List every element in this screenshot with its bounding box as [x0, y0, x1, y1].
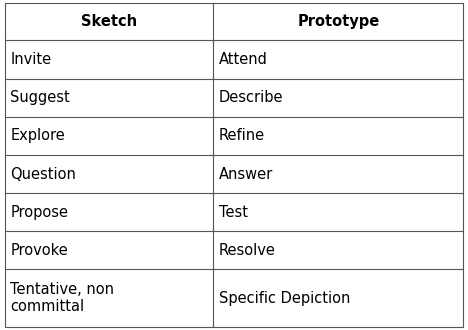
- Text: Resolve: Resolve: [219, 243, 276, 258]
- Text: Suggest: Suggest: [10, 90, 70, 105]
- Text: Describe: Describe: [219, 90, 284, 105]
- Text: Answer: Answer: [219, 167, 273, 182]
- Text: Prototype: Prototype: [297, 15, 380, 29]
- Text: Refine: Refine: [219, 128, 265, 143]
- Text: Tentative, non
committal: Tentative, non committal: [10, 282, 114, 314]
- Text: Invite: Invite: [10, 52, 51, 67]
- Text: Test: Test: [219, 205, 248, 220]
- Text: Attend: Attend: [219, 52, 268, 67]
- Text: Question: Question: [10, 167, 76, 182]
- Text: Provoke: Provoke: [10, 243, 68, 258]
- Text: Explore: Explore: [10, 128, 65, 143]
- Text: Specific Depiction: Specific Depiction: [219, 291, 351, 306]
- Text: Sketch: Sketch: [81, 15, 137, 29]
- Text: Propose: Propose: [10, 205, 68, 220]
